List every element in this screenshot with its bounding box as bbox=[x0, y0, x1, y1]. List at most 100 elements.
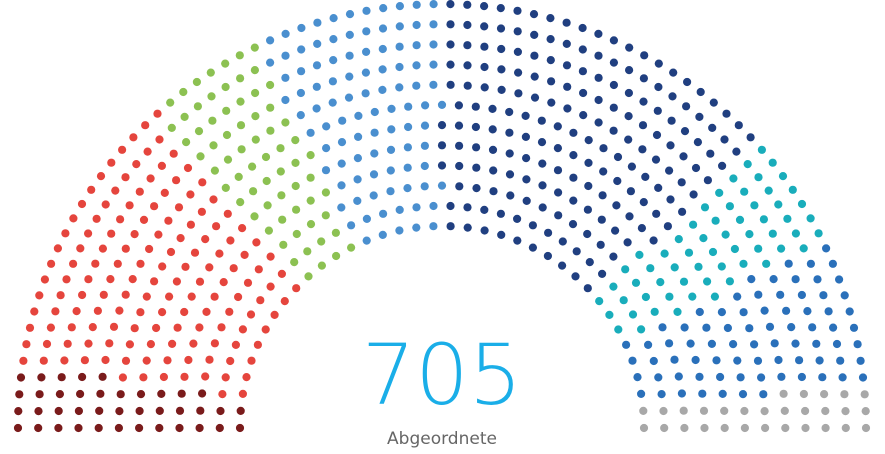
seat bbox=[223, 155, 233, 164]
seat bbox=[247, 356, 256, 365]
seat bbox=[740, 406, 749, 416]
seat bbox=[322, 122, 331, 131]
seat bbox=[121, 244, 130, 253]
seat bbox=[861, 407, 870, 416]
seat bbox=[628, 356, 637, 365]
seat bbox=[395, 62, 404, 72]
seat bbox=[354, 111, 363, 120]
seat bbox=[180, 372, 189, 381]
seat bbox=[497, 44, 506, 54]
seat bbox=[329, 56, 338, 65]
seat bbox=[829, 323, 838, 332]
seat bbox=[563, 104, 572, 113]
seat bbox=[212, 222, 221, 231]
seat bbox=[849, 323, 859, 332]
seat bbox=[717, 262, 726, 271]
seat bbox=[292, 205, 301, 214]
seat bbox=[266, 103, 275, 112]
seat bbox=[420, 182, 429, 191]
seat bbox=[53, 244, 63, 253]
seat bbox=[605, 310, 614, 319]
seat bbox=[455, 182, 464, 191]
seat bbox=[281, 73, 290, 82]
seat bbox=[513, 47, 523, 57]
seat bbox=[639, 97, 648, 106]
seat bbox=[853, 340, 862, 349]
seat bbox=[622, 340, 631, 349]
seat bbox=[201, 372, 210, 381]
seat bbox=[637, 224, 647, 233]
seat bbox=[674, 372, 683, 381]
seat bbox=[454, 101, 463, 110]
seat bbox=[821, 406, 830, 416]
seat bbox=[463, 81, 472, 90]
seat bbox=[665, 166, 674, 175]
seat bbox=[787, 323, 796, 332]
seat bbox=[791, 339, 800, 348]
seat bbox=[78, 290, 87, 300]
seat bbox=[292, 284, 301, 293]
seat bbox=[155, 423, 164, 433]
seat bbox=[496, 4, 505, 13]
seat bbox=[206, 68, 215, 77]
seat bbox=[729, 340, 738, 349]
seat bbox=[677, 178, 686, 187]
seat bbox=[641, 172, 650, 181]
seat bbox=[720, 406, 729, 415]
seat bbox=[594, 73, 603, 82]
seat bbox=[429, 40, 438, 49]
seat bbox=[248, 162, 257, 171]
seat bbox=[261, 325, 270, 334]
seat bbox=[135, 423, 144, 433]
seat bbox=[480, 62, 489, 72]
seat bbox=[277, 191, 286, 200]
seat bbox=[412, 61, 421, 70]
seat bbox=[579, 88, 588, 98]
seat bbox=[361, 89, 370, 98]
seat bbox=[130, 230, 139, 239]
seat bbox=[121, 173, 130, 182]
seat bbox=[725, 277, 735, 286]
seat bbox=[172, 277, 181, 286]
seat bbox=[195, 277, 205, 286]
seat bbox=[46, 323, 56, 332]
seat bbox=[387, 104, 396, 113]
seat bbox=[678, 207, 687, 216]
seat bbox=[437, 121, 447, 130]
seat bbox=[180, 112, 189, 121]
seat bbox=[814, 229, 823, 238]
seat bbox=[598, 191, 607, 200]
seat bbox=[158, 308, 167, 317]
seat bbox=[378, 230, 387, 239]
seat bbox=[226, 236, 235, 245]
seat bbox=[337, 138, 347, 147]
seat bbox=[652, 209, 661, 218]
seat bbox=[700, 203, 710, 212]
seat bbox=[176, 234, 185, 243]
seat bbox=[670, 263, 679, 272]
seat bbox=[218, 390, 227, 399]
seat bbox=[743, 160, 752, 169]
seat bbox=[682, 102, 691, 111]
seat bbox=[221, 82, 230, 92]
seat bbox=[250, 43, 259, 52]
seat bbox=[488, 104, 497, 113]
seat bbox=[554, 188, 563, 197]
seat bbox=[659, 406, 668, 416]
seat bbox=[568, 220, 578, 229]
seat bbox=[150, 277, 159, 286]
seat bbox=[488, 145, 498, 154]
seat bbox=[824, 307, 833, 316]
seat bbox=[733, 292, 742, 301]
seat bbox=[231, 340, 240, 349]
seat bbox=[306, 220, 316, 229]
seat bbox=[386, 187, 395, 196]
seat bbox=[19, 356, 28, 365]
seat bbox=[757, 145, 767, 154]
seat bbox=[666, 141, 675, 150]
seat bbox=[208, 116, 217, 125]
seat bbox=[562, 39, 571, 49]
seat bbox=[192, 77, 201, 87]
seat bbox=[291, 181, 300, 191]
seat bbox=[106, 275, 115, 284]
